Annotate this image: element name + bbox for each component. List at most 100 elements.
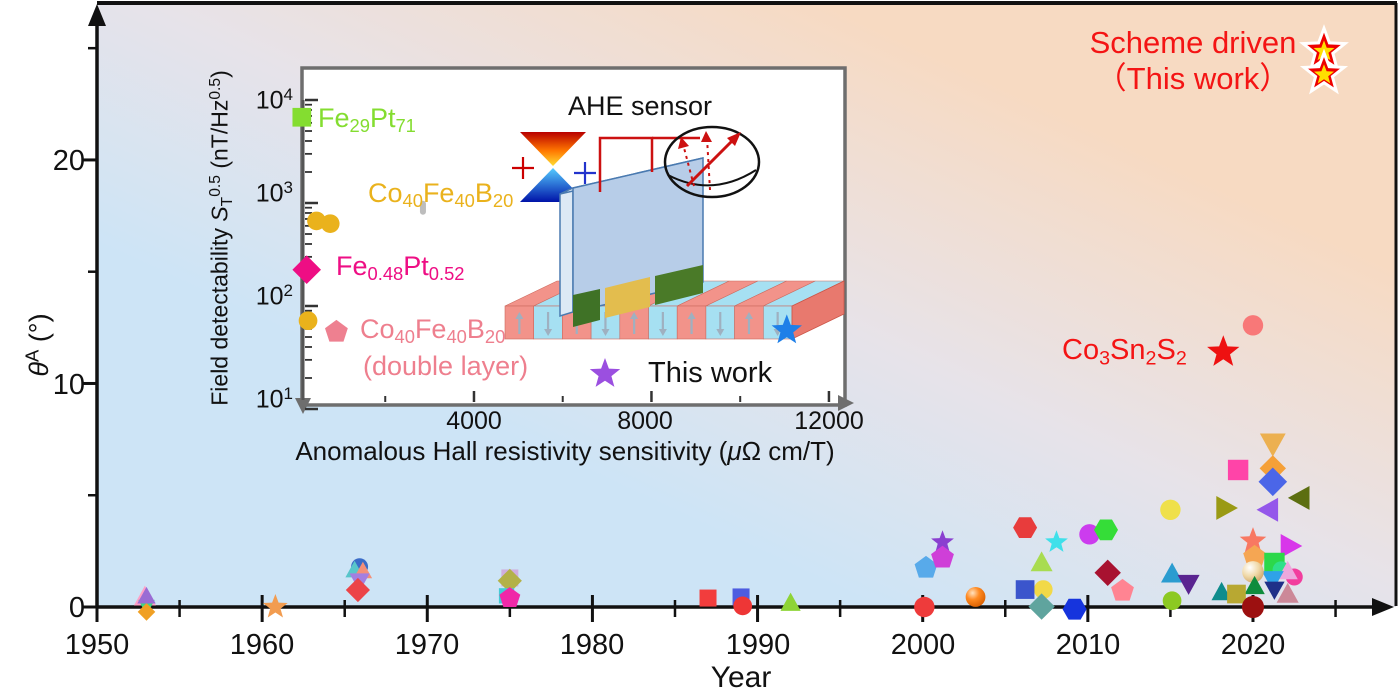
- data-point-marker-inner: [1314, 64, 1334, 84]
- x-tick-label-1950: 1950: [64, 629, 130, 661]
- blue-cross-arrows-icon: [574, 162, 596, 184]
- x-tick-label-1990: 1990: [725, 629, 791, 661]
- sensor-electrode-right: [655, 265, 703, 305]
- data-point-marker: [1280, 534, 1303, 558]
- data-point-marker: [589, 358, 621, 387]
- magnetic-stripe-base: [504, 280, 845, 340]
- x-tick-label-2000: 2000: [890, 629, 956, 661]
- data-point-marker: [699, 589, 717, 607]
- y-axis-arrow-icon: [88, 4, 106, 26]
- data-point-marker: [1033, 580, 1053, 599]
- red-cross-arrows-icon: [512, 157, 534, 179]
- data-point-marker: [771, 314, 802, 344]
- inset-x-tick-label-12000: 12000: [794, 407, 864, 435]
- data-point-marker: [1277, 560, 1298, 580]
- data-point-marker: [1062, 598, 1087, 620]
- data-point-marker: [1028, 593, 1055, 620]
- magnetization-ellipse: [663, 125, 761, 199]
- data-point-marker: [1216, 496, 1238, 520]
- data-point-marker: [1227, 584, 1246, 604]
- data-point-marker: [1111, 578, 1134, 601]
- data-point-marker: [1241, 595, 1265, 619]
- sensor-slab-side: [559, 186, 574, 318]
- main-data-points: [133, 24, 1349, 621]
- data-point-marker: [419, 200, 426, 215]
- inset-data-points: [292, 107, 802, 344]
- data-point-marker: [1276, 582, 1299, 603]
- main-axis-ticks: [83, 46, 1337, 622]
- data-point-marker: [320, 214, 340, 234]
- data-point-marker: [292, 255, 321, 284]
- x-tick-label-1960: 1960: [229, 629, 295, 661]
- data-point-marker: [292, 107, 312, 127]
- data-point-marker: [325, 319, 348, 342]
- y-axis-title: θA (°): [21, 313, 54, 377]
- data-point-marker: [1244, 575, 1265, 595]
- data-point-marker: [931, 530, 954, 552]
- data-point-marker: [914, 596, 935, 618]
- data-point-marker: [1256, 497, 1279, 522]
- annotation-co3sn2s2: Co3Sn2S2: [1062, 334, 1187, 370]
- data-point-marker: [1094, 559, 1121, 586]
- data-point-marker: [1177, 574, 1200, 595]
- data-point-marker: [1287, 486, 1310, 510]
- data-point-marker: [733, 596, 753, 616]
- inset-y-axis-title: Field detectability ST0.5 (nT/Hz0.5): [206, 70, 236, 406]
- inset-x-tick-label-4000: 4000: [446, 407, 502, 435]
- inset-x-axis-title: Anomalous Hall resistivity sensitivity (…: [295, 436, 835, 466]
- data-point-marker: [497, 568, 522, 593]
- y-tick-label-10: 10: [52, 369, 85, 401]
- data-point-marker: [914, 555, 938, 578]
- data-point-marker: [1162, 591, 1182, 611]
- data-point-marker: [1259, 433, 1286, 457]
- y-tick-label-20: 20: [52, 145, 85, 177]
- inset-title-ahe-sensor: AHE sensor: [567, 91, 713, 121]
- data-point-marker: [1227, 459, 1249, 481]
- data-point-marker: [1094, 519, 1118, 541]
- data-point-marker: [137, 603, 156, 621]
- data-point-marker: [1264, 581, 1285, 600]
- inset-y-tick-label-1e2: 102: [255, 281, 293, 311]
- data-point-marker: [1160, 499, 1181, 520]
- inset-y-tick-label-1e1: 101: [255, 384, 293, 414]
- x-axis-title: Year: [710, 661, 772, 694]
- inset-label-co40fe40b20: Co40Fe40B20: [368, 178, 514, 212]
- data-point-marker: [931, 545, 954, 568]
- sensor-electrode-center: [605, 277, 650, 318]
- data-point-marker: [780, 592, 801, 611]
- inset-label-fe048pt052: Fe0.48Pt0.52: [336, 251, 465, 285]
- data-point-marker: [1258, 467, 1288, 497]
- inset-label-co40fe40b20-dl: Co40Fe40B20: [360, 314, 506, 348]
- data-point-marker: [965, 587, 986, 607]
- inset-y-tick-label-1e3: 103: [255, 178, 293, 208]
- data-point-marker: [499, 587, 521, 607]
- data-point-marker: [345, 577, 370, 603]
- x-tick-label-1980: 1980: [559, 629, 625, 661]
- data-point-marker: [1242, 561, 1264, 583]
- annotation-scheme-driven-line1: Scheme driven: [1089, 25, 1297, 60]
- data-point-marker: [298, 311, 318, 331]
- inset-y-tick-label-1e4: 104: [255, 85, 293, 115]
- data-point-marker: [1243, 544, 1266, 567]
- data-point-marker: [1015, 580, 1035, 599]
- data-point-marker: [1239, 527, 1267, 553]
- x-tick-label-2010: 2010: [1055, 629, 1121, 661]
- inset-y-arrow-icon: [295, 398, 311, 414]
- inset-x-tick-label-8000: 8000: [617, 407, 673, 435]
- sensor-electrode-left: [573, 289, 600, 327]
- data-point-marker: [1207, 335, 1240, 366]
- inset-label-fe29pt71: Fe29Pt71: [318, 103, 416, 137]
- data-point-marker: [1242, 315, 1264, 336]
- data-point-marker: [1161, 562, 1184, 583]
- data-point-marker: [1261, 571, 1284, 592]
- inset-x-arrow-icon: [838, 395, 854, 411]
- inset-label-double-layer: (double layer): [363, 351, 529, 381]
- data-point-marker: [1030, 551, 1053, 572]
- inset-legend-star: [589, 358, 621, 387]
- data-point-marker: [1211, 581, 1232, 601]
- data-point-marker: [1045, 530, 1068, 552]
- x-tick-label-1970: 1970: [394, 629, 460, 661]
- inset-legend-label: This work: [648, 357, 773, 389]
